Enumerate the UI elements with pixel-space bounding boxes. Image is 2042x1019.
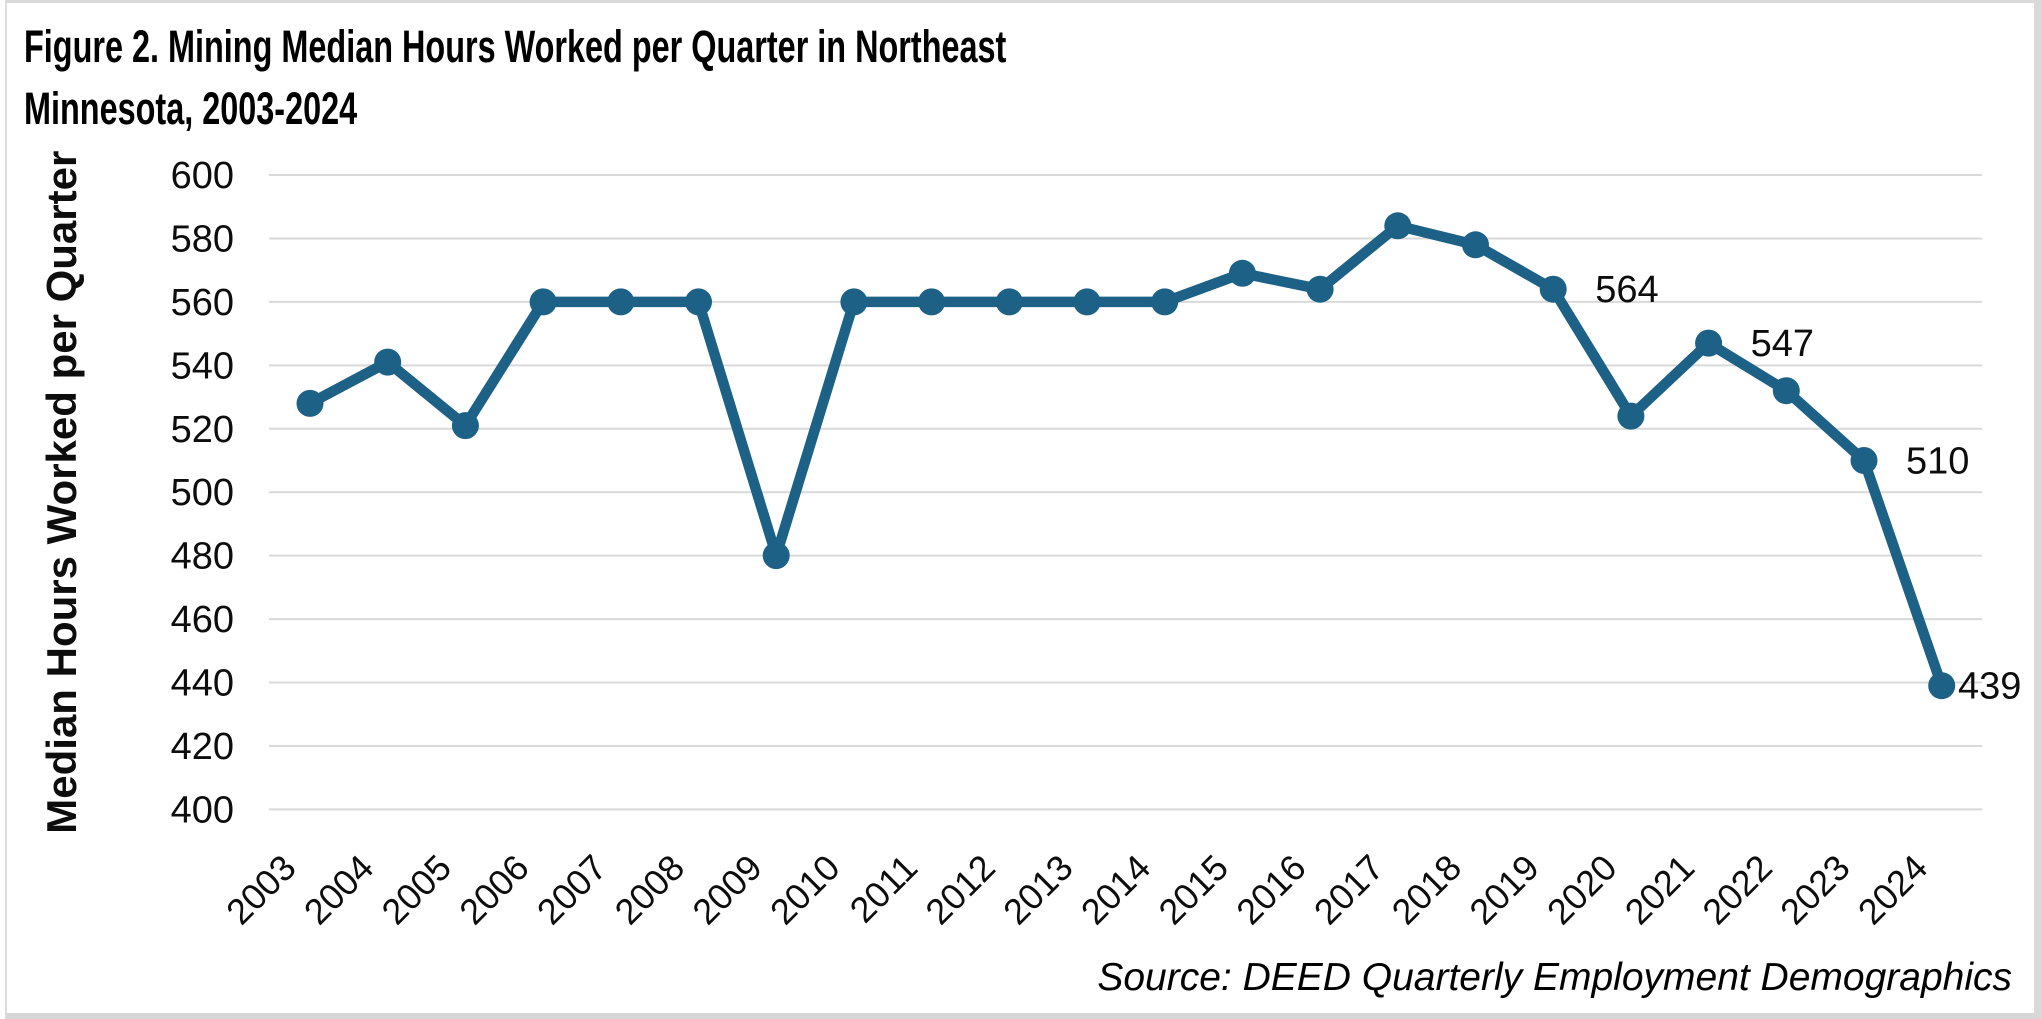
data-point: [374, 348, 402, 376]
y-tick-label: 560: [171, 282, 234, 324]
y-tick-label: 400: [171, 789, 234, 831]
chart-title-line-2: Minnesota, 2003-2024: [24, 83, 358, 134]
x-tick-label: 2017: [1306, 847, 1392, 933]
data-point: [685, 288, 712, 316]
data-point: [1617, 402, 1645, 430]
data-point: [1539, 275, 1567, 303]
x-tick-label: 2009: [684, 847, 770, 933]
chart-title: Figure 2. Mining Median Hours Worked per…: [24, 16, 1006, 140]
data-label: 564: [1595, 269, 1658, 311]
x-tick-label: 2008: [607, 847, 693, 933]
y-tick-label: 600: [171, 155, 234, 197]
x-tick-label: 2011: [842, 847, 926, 931]
y-tick-label: 520: [171, 409, 234, 451]
data-point: [529, 288, 557, 316]
y-tick-label: 540: [171, 345, 234, 387]
x-tick-label: 2022: [1694, 847, 1780, 933]
data-point: [762, 542, 790, 570]
data-line: [304, 220, 1947, 691]
x-tick-label: 2004: [296, 847, 382, 933]
data-point: [1384, 212, 1412, 240]
y-tick-label: 580: [171, 218, 234, 260]
y-tick-label: 440: [171, 663, 234, 705]
y-tick-label: 500: [171, 472, 234, 514]
x-tick-label: 2015: [1150, 847, 1236, 933]
x-tick-label: 2016: [1228, 847, 1314, 933]
x-tick-label: 2020: [1539, 847, 1625, 933]
data-point: [995, 288, 1023, 316]
y-axis-title: Median Hours Worked per Quarter: [38, 151, 85, 834]
y-tick-label: 460: [171, 599, 234, 641]
data-point: [1306, 275, 1334, 303]
x-tick-label: 2003: [218, 847, 304, 933]
data-label: 510: [1906, 441, 1969, 483]
x-tick-label: 2013: [995, 847, 1081, 933]
x-tick-label: 2006: [451, 847, 537, 933]
x-tick-label: 2012: [917, 847, 1003, 933]
data-point: [1228, 259, 1256, 287]
data-point: [607, 288, 635, 316]
data-label: 547: [1751, 323, 1814, 365]
x-tick-label: 2021: [1617, 847, 1703, 933]
y-tick-label: 420: [171, 726, 234, 768]
data-point: [1695, 329, 1723, 357]
x-tick-label: 2024: [1850, 847, 1936, 933]
x-tick-label: 2019: [1461, 847, 1547, 933]
x-tick-label: 2014: [1073, 847, 1159, 933]
x-tick-label: 2010: [762, 847, 848, 933]
x-tick-label: 2018: [1384, 847, 1470, 933]
chart-title-line-1: Figure 2. Mining Median Hours Worked per…: [24, 21, 1007, 72]
data-point: [296, 389, 324, 417]
data-point: [840, 288, 868, 316]
source-note: Source: DEED Quarterly Employment Demogr…: [1097, 956, 2012, 999]
data-point: [1928, 672, 1956, 700]
data-point: [1151, 288, 1179, 316]
data-label: 439: [1958, 666, 2021, 708]
data-point: [451, 412, 479, 440]
data-point: [1073, 288, 1101, 316]
data-point: [1462, 231, 1489, 259]
x-tick-label: 2005: [373, 847, 459, 933]
data-point: [1850, 447, 1878, 474]
data-point: [1772, 377, 1800, 405]
data-point: [918, 288, 946, 316]
x-tick-label: 2007: [529, 847, 615, 933]
x-tick-label: 2023: [1772, 847, 1858, 933]
y-tick-label: 480: [171, 536, 234, 578]
